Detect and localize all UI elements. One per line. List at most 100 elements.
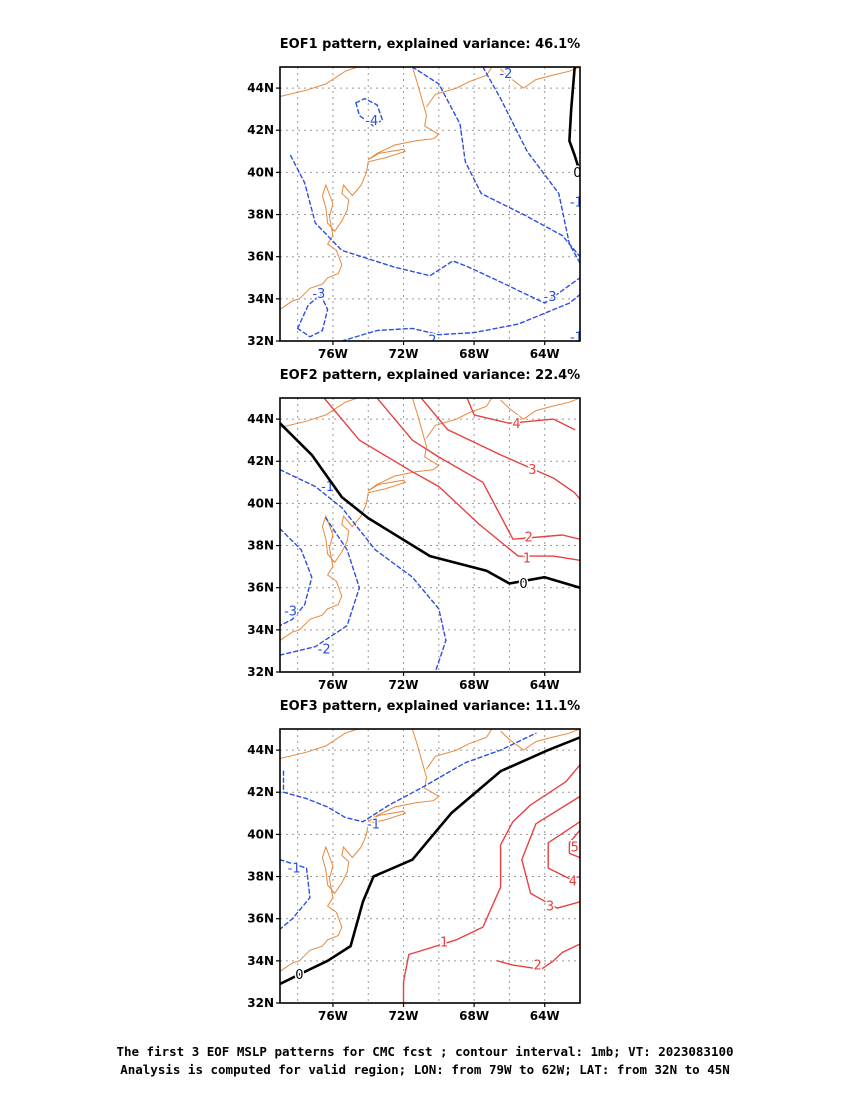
x-tick-label: 76W [318,347,348,361]
y-tick-label: 38N [247,539,274,553]
coastline-segment [280,398,440,641]
contour-label: -3 [284,604,297,619]
contour-label: -3 [544,290,557,305]
contour-line [355,97,384,127]
contour-label: 5 [571,841,579,856]
contour-label: 3 [528,463,536,478]
x-tick-label: 76W [318,678,348,692]
y-tick-label: 42N [247,123,274,137]
contour-line [289,154,580,304]
contour-label: 4 [512,417,520,432]
contour-line [411,67,580,258]
figure-caption-line-2: Analysis is computed for valid region; L… [120,1062,730,1077]
contour-label: -2 [499,67,512,82]
plot-frame [279,728,581,1004]
contour-line [280,736,580,986]
coastline-segment [280,729,358,759]
x-tick-label: 76W [318,1009,348,1023]
x-tick-label: 68W [459,347,489,361]
y-tick-label: 32N [247,996,274,1010]
contour-label: 1 [440,935,448,950]
contour-line [521,795,580,909]
coastline-segment [280,398,358,428]
x-tick-label: 72W [389,1009,419,1023]
coastline-segment [280,67,358,97]
coastline-segment [426,729,493,770]
contour-level--2 [341,67,580,341]
contour-line [280,858,311,930]
contour-line [568,67,580,174]
contour-label: 4 [569,874,577,889]
contour-level-3 [521,795,580,909]
contour-level--1 [482,67,580,264]
eof-3-svg: -1 -1 0 1 2 34 5 32N 34N 36N 38N 40N 42N 44N 76W 72W 68W… [247,728,581,1023]
panel-2-map: -3 -2 -1 0 1 2 3 4 32N 34N 36N 38N 40N 42N 44N 76W 72W 68… [240,386,590,696]
x-tick-label: 64W [530,678,560,692]
y-tick-label: 42N [247,785,274,799]
y-tick-label: 38N [247,870,274,884]
gridlines [280,67,580,341]
contour-level--4 [355,97,384,127]
contour-level--1 [280,732,537,930]
coastline-segment [500,729,580,751]
y-tick-label: 38N [247,208,274,222]
y-tick-label: 40N [247,496,274,510]
contour-level--1 [280,468,447,672]
contour-level-1 [323,398,580,562]
x-tick-label: 68W [459,1009,489,1023]
contour-level--3 [280,527,313,627]
contour-line [323,398,580,562]
panel-1-title: EOF1 pattern, explained variance: 46.1% [279,37,581,52]
x-tick-label: 64W [530,347,560,361]
contour-line [376,398,580,540]
contour-level-0 [280,736,580,986]
contour-level-0 [280,421,580,589]
axes: 32N 34N 36N 38N 40N 42N 44N 76W 72W 68W 64W [247,81,559,361]
y-tick-label: 36N [247,912,274,926]
contour-label: 0 [573,166,581,181]
panel-3-map: -1 -1 0 1 2 3 4 5 32N 34N 36N 38N 40N 42N 44N 76W 72W 68W… [240,717,590,1027]
y-tick-label: 34N [247,623,274,637]
contour-label: -3 [312,287,325,302]
contour-line [568,829,580,859]
coastline [280,729,580,972]
contour-label: -1 [288,862,301,877]
contour-line [547,820,580,880]
coastline-segment [426,398,493,439]
y-tick-label: 40N [247,165,274,179]
contour-label: 2 [534,959,542,974]
axes: 32N 34N 36N 38N 40N 42N 44N 76W 72W 68W 64W [247,743,559,1023]
contour-label: -1 [367,817,380,832]
panel-3-title: EOF3 pattern, explained variance: 11.1% [279,699,581,714]
figure-caption-line-1: The first 3 EOF MSLP patterns for CMC fc… [116,1044,734,1059]
y-tick-label: 34N [247,292,274,306]
contour-label: 2 [525,531,533,546]
contour-level-2 [376,398,580,540]
contour-label: -2 [318,642,331,657]
contour-line [482,67,580,264]
contour-label: 0 [295,968,303,983]
x-tick-label: 64W [530,1009,560,1023]
contour-line [420,398,580,500]
contour-line [282,732,537,823]
panel-1-map: -4 -3 -3 -2 -2 -1 -1 0 32N 34N 36N 38N 40N 42N 44N 76W 7… [240,55,590,365]
eof-1-svg: -4 -3 -3 -2 -2 -1 -1 0 32N 34N 36N 38N 40N 42N 44N 76W 7… [247,66,583,361]
contour-label: 3 [546,900,554,915]
plot-frame [279,66,581,342]
contour-line [496,943,580,971]
contour-level--3 [289,154,580,338]
axes: 32N 34N 36N 38N 40N 42N 44N 76W 72W 68W 64W [247,412,559,692]
contour-level-4 [547,820,580,880]
y-tick-label: 36N [247,250,274,264]
coastline-segment [500,398,580,420]
coastline-segment [426,67,493,108]
x-tick-label: 72W [389,347,419,361]
contour-level-2 [496,943,580,971]
contour-line [402,764,580,1003]
contour-label: -1 [570,330,583,345]
contour-line [280,517,361,656]
x-tick-label: 72W [389,678,419,692]
contour-line [466,398,576,431]
y-tick-label: 44N [247,743,274,757]
